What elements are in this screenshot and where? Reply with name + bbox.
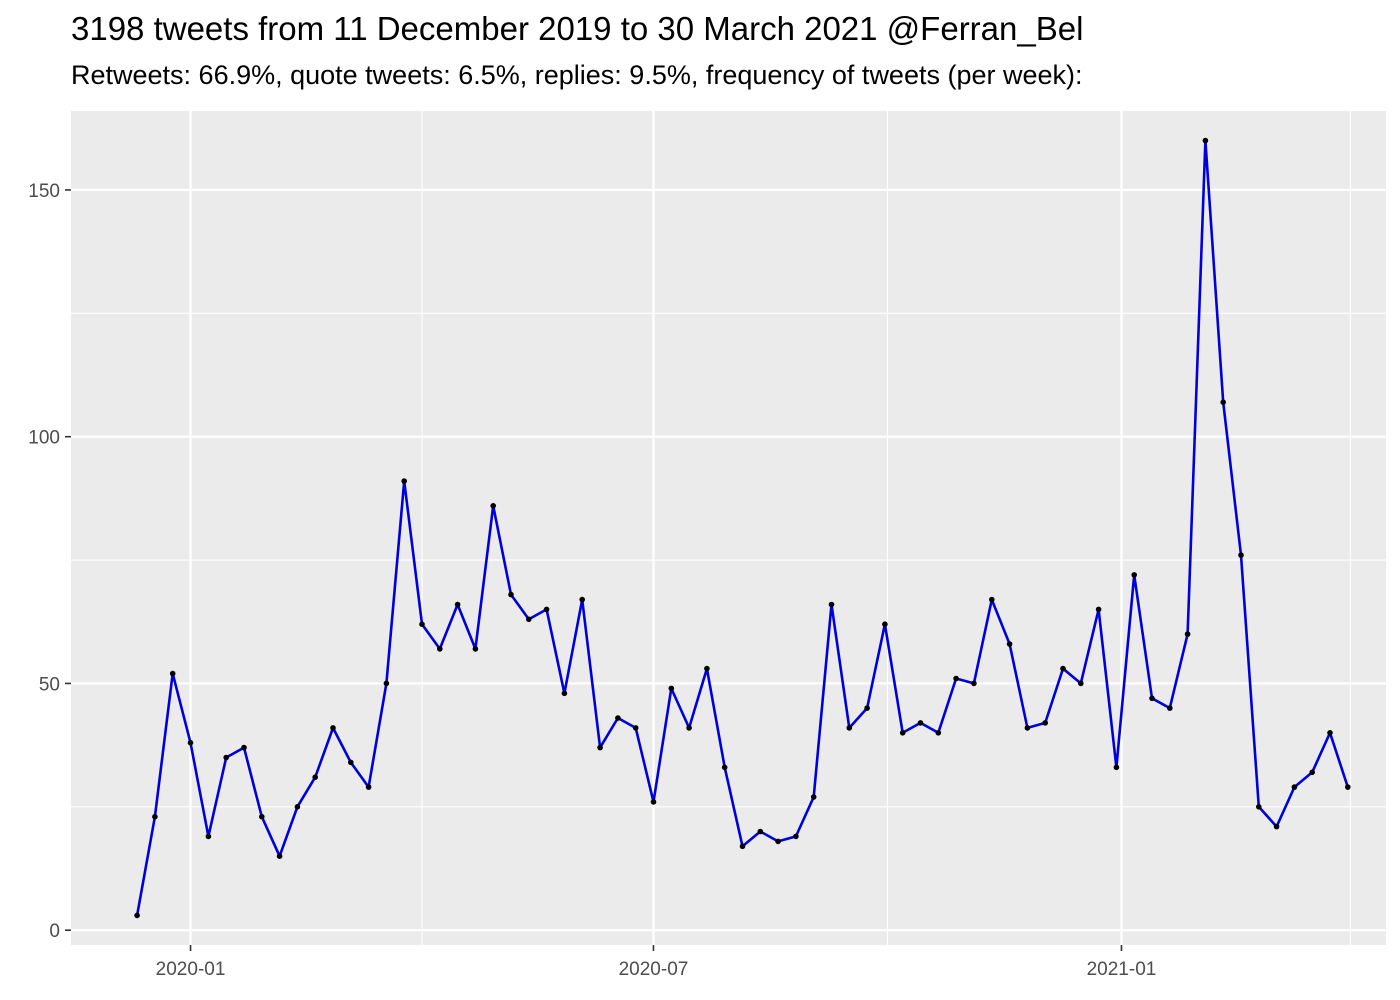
data-point <box>757 828 764 835</box>
series-layer <box>134 137 1351 919</box>
data-point <box>846 725 853 731</box>
data-point <box>953 675 959 682</box>
data-point <box>721 764 728 771</box>
y-tick-label: 0 <box>49 921 60 942</box>
data-point <box>917 720 924 726</box>
data-point <box>1006 641 1013 647</box>
data-point <box>241 744 247 751</box>
data-point <box>152 813 158 820</box>
y-tick-label: 150 <box>28 181 60 202</box>
data-point <box>383 680 390 687</box>
data-point <box>989 596 995 603</box>
data-point <box>579 596 585 603</box>
data-point <box>615 715 621 721</box>
data-point <box>169 670 176 677</box>
data-point <box>1095 606 1102 613</box>
data-point <box>1042 720 1048 726</box>
data-point <box>312 774 319 780</box>
data-point <box>205 833 212 840</box>
data-point <box>134 912 140 919</box>
data-point <box>632 725 639 731</box>
data-point <box>330 725 336 731</box>
minor-gridlines <box>71 111 1386 945</box>
data-point <box>1184 631 1191 637</box>
x-tick-label: 2020-01 <box>156 959 226 980</box>
data-point <box>223 754 229 761</box>
data-point <box>419 621 425 627</box>
data-point <box>1220 399 1226 406</box>
data-point <box>401 478 408 484</box>
data-point <box>294 804 301 810</box>
data-point <box>704 665 710 672</box>
data-point <box>1256 804 1262 810</box>
data-point <box>472 646 479 652</box>
data-point <box>650 799 657 805</box>
data-point <box>739 843 746 850</box>
data-point <box>1327 730 1333 736</box>
data-point <box>971 680 977 687</box>
chart-title: 3198 tweets from 11 December 2019 to 30 … <box>71 10 1084 47</box>
y-tick-label: 50 <box>39 674 60 695</box>
data-point <box>543 606 550 613</box>
data-point <box>1113 764 1120 771</box>
data-point <box>365 784 372 790</box>
data-point <box>882 621 888 627</box>
data-point <box>686 725 692 731</box>
chart-subtitle: Retweets: 66.9%, quote tweets: 6.5%, rep… <box>71 60 1083 90</box>
data-point <box>1167 705 1173 711</box>
data-point <box>259 813 265 820</box>
plot-panel <box>71 111 1386 945</box>
axes: 0 50 100 150 2020-01 2020-07 2021-01 <box>28 181 1156 980</box>
data-point <box>348 759 354 766</box>
y-tick-label: 100 <box>28 428 60 449</box>
data-point <box>1131 572 1137 578</box>
data-point <box>935 730 942 736</box>
data-point <box>561 690 568 697</box>
major-gridlines <box>71 111 1386 945</box>
data-point <box>526 616 532 623</box>
data-point <box>899 730 906 736</box>
data-point <box>597 744 603 751</box>
data-point <box>1060 665 1066 672</box>
data-point <box>1238 552 1244 558</box>
data-point <box>1202 137 1209 144</box>
data-point <box>1024 725 1031 731</box>
data-point <box>508 591 514 598</box>
data-point <box>864 705 870 711</box>
data-point <box>1149 695 1155 702</box>
data-point <box>187 739 194 746</box>
data-point <box>437 646 443 652</box>
x-tick-label: 2021-01 <box>1087 959 1157 980</box>
data-point <box>668 685 675 692</box>
data-point <box>1273 823 1280 830</box>
data-point <box>1078 680 1084 687</box>
data-point <box>276 853 283 859</box>
data-point <box>1345 784 1351 790</box>
data-point <box>828 601 835 608</box>
data-point <box>810 794 817 800</box>
data-point <box>793 833 799 840</box>
data-point <box>1291 784 1298 790</box>
data-point <box>490 503 497 509</box>
data-point <box>775 838 781 845</box>
data-point <box>1309 769 1315 776</box>
x-tick-label: 2020-07 <box>619 959 689 980</box>
data-point <box>454 601 461 608</box>
